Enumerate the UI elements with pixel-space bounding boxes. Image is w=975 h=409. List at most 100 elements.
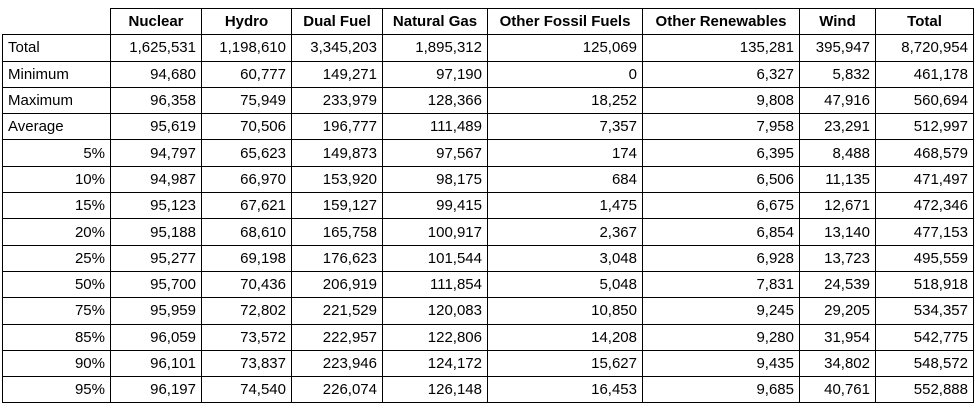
- row-label: 85%: [2, 323, 111, 351]
- table-cell: 95,619: [110, 113, 202, 141]
- table-cell: 395,947: [799, 34, 876, 62]
- table-cell: 34,802: [799, 349, 876, 378]
- table-cell: 122,806: [382, 323, 488, 351]
- table-cell: 1,895,312: [382, 34, 488, 62]
- table-cell: 12,671: [799, 192, 876, 220]
- table-cell: 94,797: [110, 139, 202, 167]
- table-cell: 6,395: [642, 139, 800, 167]
- table-cell: 8,720,954: [875, 34, 974, 62]
- table-row: 90% 96,101 73,837 223,946 124,172 15,627 9,435…: [2, 349, 974, 378]
- table-cell: 552,888: [875, 376, 974, 404]
- table-cell: 74,540: [201, 376, 292, 404]
- table-cell: 16,453: [487, 376, 643, 404]
- table-cell: 95,188: [110, 218, 202, 246]
- table-cell: 125,069: [487, 34, 643, 62]
- table-cell: 5,832: [799, 60, 876, 88]
- table-cell: 221,529: [291, 297, 383, 325]
- table-cell: 222,957: [291, 323, 383, 351]
- table-cell: 40,761: [799, 376, 876, 404]
- table-cell: 31,954: [799, 323, 876, 351]
- table-cell: 518,918: [875, 270, 974, 299]
- table-cell: 96,059: [110, 323, 202, 351]
- table-row: 20% 95,188 68,610 165,758 100,917 2,367 6,854 1…: [2, 218, 974, 246]
- row-label: 25%: [2, 244, 111, 272]
- table-cell: 223,946: [291, 349, 383, 378]
- table-cell: 8,488: [799, 139, 876, 167]
- row-label: 20%: [2, 218, 111, 246]
- table-cell: 3,048: [487, 244, 643, 272]
- table-cell: 7,357: [487, 113, 643, 141]
- table-cell: 1,625,531: [110, 34, 202, 62]
- table-cell: 66,970: [201, 165, 292, 194]
- table-cell: 111,854: [382, 270, 488, 299]
- table-cell: 534,357: [875, 297, 974, 325]
- table-cell: 0: [487, 60, 643, 88]
- row-label: Minimum: [2, 60, 111, 88]
- table-cell: 10,850: [487, 297, 643, 325]
- table-row: Maximum 96,358 75,949 233,979 128,366 18,252 9…: [2, 86, 974, 115]
- table-cell: 560,694: [875, 86, 974, 115]
- energy-statistics-table: Nuclear Hydro Dual Fuel Natural Gas Other Fo…: [2, 7, 974, 404]
- table-cell: 3,345,203: [291, 34, 383, 62]
- table-cell: 73,572: [201, 323, 292, 351]
- table-cell: 124,172: [382, 349, 488, 378]
- row-label: 75%: [2, 297, 111, 325]
- table-cell: 1,198,610: [201, 34, 292, 62]
- table-cell: 512,997: [875, 113, 974, 141]
- table-cell: 72,802: [201, 297, 292, 325]
- table-cell: 548,572: [875, 349, 974, 378]
- table-cell: 97,567: [382, 139, 488, 167]
- table-cell: 9,280: [642, 323, 800, 351]
- header-row: Nuclear Hydro Dual Fuel Natural Gas Other Fo…: [2, 7, 974, 36]
- table-cell: 60,777: [201, 60, 292, 88]
- row-label: 90%: [2, 349, 111, 378]
- table-cell: 542,775: [875, 323, 974, 351]
- table-cell: 111,489: [382, 113, 488, 141]
- table-cell: 9,435: [642, 349, 800, 378]
- table-row: 50% 95,700 70,436 206,919 111,854 5,048 7,831 2…: [2, 270, 974, 299]
- table-row: 75% 95,959 72,802 221,529 120,083 10,850 9,245…: [2, 297, 974, 325]
- table-row: Average 95,619 70,506 196,777 111,489 7,357 7,…: [2, 113, 974, 141]
- table-cell: 69,198: [201, 244, 292, 272]
- table-cell: 29,205: [799, 297, 876, 325]
- table-cell: 6,928: [642, 244, 800, 272]
- table-cell: 468,579: [875, 139, 974, 167]
- table-cell: 461,178: [875, 60, 974, 88]
- table-cell: 97,190: [382, 60, 488, 88]
- table-cell: 11,135: [799, 165, 876, 194]
- table-cell: 18,252: [487, 86, 643, 115]
- column-header: Natural Gas: [382, 7, 488, 36]
- table-cell: 6,675: [642, 192, 800, 220]
- row-label: Total: [2, 34, 111, 62]
- table-cell: 7,831: [642, 270, 800, 299]
- table-cell: 24,539: [799, 270, 876, 299]
- table-cell: 128,366: [382, 86, 488, 115]
- table-cell: 684: [487, 165, 643, 194]
- corner-cell: [2, 8, 111, 36]
- row-label: 10%: [2, 165, 111, 194]
- table-cell: 149,873: [291, 139, 383, 167]
- table-row: 10% 94,987 66,970 153,920 98,175 684 6,506 11,1…: [2, 165, 974, 194]
- table-cell: 176,623: [291, 244, 383, 272]
- table-cell: 13,723: [799, 244, 876, 272]
- table-cell: 99,415: [382, 192, 488, 220]
- table-cell: 13,140: [799, 218, 876, 246]
- table-cell: 70,506: [201, 113, 292, 141]
- table-cell: 206,919: [291, 270, 383, 299]
- table-cell: 94,680: [110, 60, 202, 88]
- table-cell: 165,758: [291, 218, 383, 246]
- table-cell: 149,271: [291, 60, 383, 88]
- column-header: Nuclear: [110, 7, 202, 36]
- column-header: Total: [875, 7, 974, 36]
- row-label: 50%: [2, 270, 111, 299]
- table-cell: 96,197: [110, 376, 202, 404]
- column-header: Other Fossil Fuels: [487, 7, 643, 36]
- table-cell: 1,475: [487, 192, 643, 220]
- table-cell: 95,700: [110, 270, 202, 299]
- table-cell: 7,958: [642, 113, 800, 141]
- table-cell: 6,327: [642, 60, 800, 88]
- row-label: 95%: [2, 376, 111, 404]
- table-row: Total 1,625,531 1,198,610 3,345,203 1,895,31…: [2, 34, 974, 62]
- table-cell: 120,083: [382, 297, 488, 325]
- table-row: 25% 95,277 69,198 176,623 101,544 3,048 6,928 1…: [2, 244, 974, 272]
